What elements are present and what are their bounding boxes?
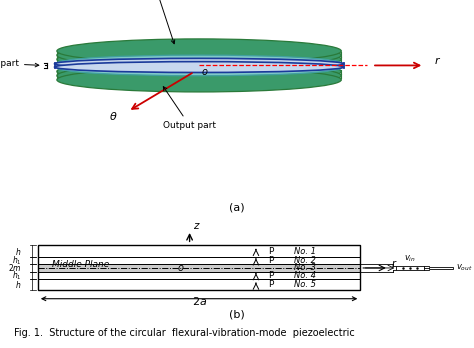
Text: $o$: $o$ (201, 67, 209, 77)
Text: $2m$: $2m$ (8, 262, 21, 274)
Bar (38, 264, 360, 271)
Text: Output part: Output part (163, 87, 216, 130)
Text: P: P (268, 256, 273, 265)
Text: $v_{in}$: $v_{in}$ (404, 254, 416, 264)
Text: Input part: Input part (0, 59, 39, 68)
Ellipse shape (57, 68, 341, 92)
Bar (429, 267, 453, 269)
Bar (38, 271, 360, 279)
Bar (38, 257, 360, 264)
Text: P: P (268, 247, 273, 255)
Bar (38, 245, 360, 257)
Text: $z$: $z$ (193, 221, 201, 231)
Text: $r$: $r$ (391, 258, 398, 269)
Text: $2a$: $2a$ (191, 295, 207, 307)
Text: $h$: $h$ (15, 279, 21, 290)
Ellipse shape (55, 58, 344, 69)
Text: (a): (a) (229, 203, 245, 212)
Text: No. 1: No. 1 (294, 247, 316, 255)
Text: $o$: $o$ (177, 263, 185, 273)
Text: No. 3: No. 3 (294, 263, 316, 272)
Text: Fig. 1.  Structure of the circular  flexural-vibration-mode  piezoelectric: Fig. 1. Structure of the circular flexur… (14, 328, 355, 338)
Text: $h_1$: $h_1$ (12, 269, 21, 282)
Ellipse shape (57, 39, 341, 63)
Text: No. 4: No. 4 (294, 271, 316, 280)
Text: $h$: $h$ (15, 246, 21, 256)
Ellipse shape (57, 55, 341, 71)
Bar (38, 245, 360, 291)
Ellipse shape (57, 43, 341, 67)
Text: P: P (268, 280, 273, 289)
Bar (396, 266, 424, 270)
Ellipse shape (57, 47, 341, 71)
Text: $\theta$: $\theta$ (109, 110, 118, 122)
Ellipse shape (57, 60, 341, 76)
Text: P: P (268, 271, 273, 280)
Ellipse shape (57, 64, 341, 88)
Text: $h_1$: $h_1$ (12, 254, 21, 267)
Text: $v_{out}$: $v_{out}$ (456, 263, 473, 273)
Text: (b): (b) (229, 309, 245, 319)
Ellipse shape (57, 60, 341, 84)
Text: No. 2: No. 2 (294, 256, 316, 265)
Text: Middle Plane: Middle Plane (52, 260, 109, 269)
Ellipse shape (55, 62, 344, 72)
Bar (38, 279, 360, 291)
Text: $r$: $r$ (434, 55, 441, 66)
Text: Output part: Output part (125, 0, 178, 44)
Text: No. 5: No. 5 (294, 280, 316, 289)
